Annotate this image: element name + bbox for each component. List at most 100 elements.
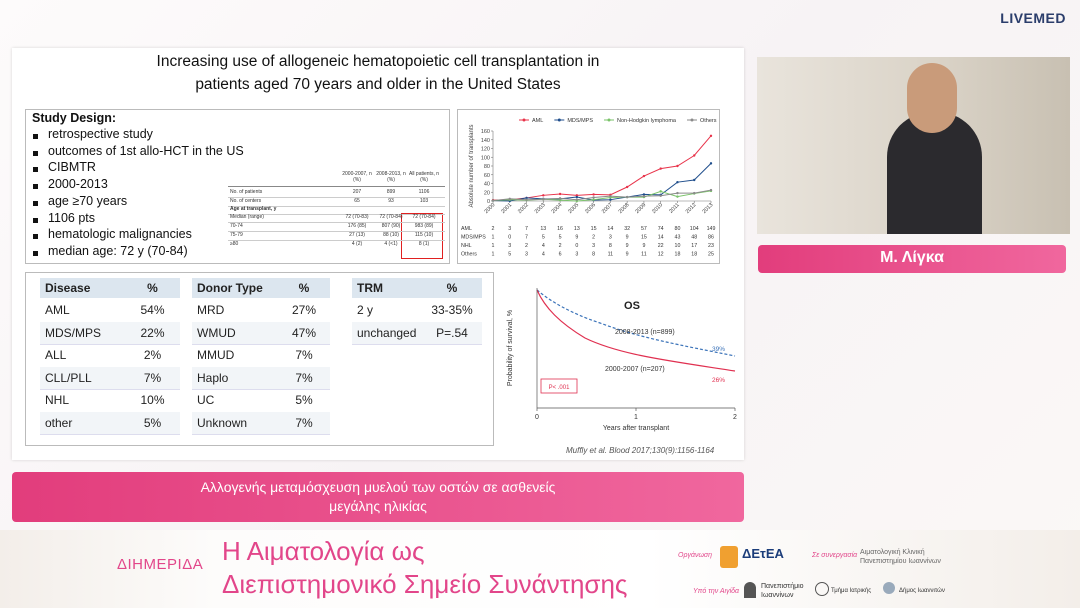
data-table-value: 9 [626,235,629,241]
table-row-bg [40,366,180,389]
data-table-value: 2 [592,235,595,241]
data-table-value: 11 [608,252,614,258]
data-table-value: 11 [641,252,647,258]
university: Ιωαννίνων [761,592,794,599]
logo: LIVEMED [1000,10,1066,26]
event-title: Η Αιματολογία ως [222,536,425,566]
x-tick-label: 2013 [702,202,715,215]
slide-title: patients aged 70 years and older in the … [195,76,561,93]
tables-box [25,272,494,446]
series-marker [592,193,595,196]
data-table-value: 149 [707,226,716,232]
table-row-bg [40,321,180,344]
data-table-value: 18 [675,252,681,258]
series-marker [592,196,595,199]
speaker-banner [758,245,1066,273]
series-marker [659,190,662,193]
summary-table-label: Median (range) [230,214,264,220]
summary-table-row-rule [228,240,445,241]
university: Πανεπιστήμιο [761,583,804,590]
data-table-value: 0 [508,235,511,241]
table-cell: ALL [45,348,67,362]
data-table-value: 4 [542,243,545,249]
survival-title: OS [624,300,640,312]
table-cell: 5% [143,415,162,430]
series-marker [542,194,545,197]
data-table-value: 3 [525,252,528,258]
data-table-value: 3 [575,252,578,258]
data-table-value: 22 [658,243,664,249]
data-table-value: 17 [691,243,697,249]
legend-label: MDS/MPS [567,118,593,124]
table-cell: 7% [143,370,162,385]
series-line [492,135,712,201]
legend-marker [522,118,526,122]
series-marker [709,188,713,192]
x-tick-label: 2 [733,414,737,421]
table-cell: 2% [143,348,162,362]
footer-banner [0,530,1080,608]
legend-label: Non-Hodgkin lymphoma [617,118,677,124]
table-header-bg [192,278,330,298]
x-tick-label: 2006 [584,202,597,215]
summary-table-cell: 115 (10) [414,232,434,238]
organizer: ΔΕτΕΑ [742,546,784,561]
summary-table-label: Age at transplant, y [230,206,277,212]
table-header: Disease [45,281,91,295]
data-table-value: 9 [626,252,629,258]
series-marker [525,198,528,201]
x-tick-label: 2002 [517,202,530,215]
y-tick-label: 120 [481,147,490,153]
summary-table-row-rule [228,214,445,215]
organizer-label: Οργάνωση [678,552,713,559]
y-tick-label: 100 [481,155,490,161]
legend-marker [557,118,561,122]
data-table-value: 8 [592,252,595,258]
table-row-rule [192,434,330,435]
series-marker [558,197,562,200]
bullet-marker [33,184,38,190]
caption-line: μεγάλης ηλικίας [329,498,427,514]
department: Τμήμα Ιατρικής [831,588,872,594]
x-tick-label: 2012 [685,202,698,215]
series-marker [709,162,713,165]
table-cell: 10% [140,393,165,407]
series-marker [659,167,662,170]
study-design-box [25,109,450,264]
caption-banner [12,472,744,522]
summary-table-rule [228,186,445,187]
series-marker [676,195,679,198]
department-icon [815,582,829,596]
summary-table-cell: 103 [419,198,429,204]
data-table-value: 3 [508,226,511,232]
x-tick-label: 2004 [551,202,564,215]
bullet-text: retrospective study [48,127,153,141]
caption-line: Αλλογενής μεταμόσχευση μυελού των οστών … [200,479,556,495]
summary-table-cell: 72 (70-84) [412,214,436,220]
data-table-value: 7 [525,235,528,241]
table-header: % [446,281,458,295]
table-cell: unchanged [357,325,417,340]
table-cell: 5% [295,393,313,407]
collab-label: Σε συνεργασία [812,552,858,559]
data-table-value: 3 [508,243,511,249]
legend-label: AML [532,118,543,124]
summary-table-cell: 983 (89) [414,223,434,229]
data-table-value: 12 [658,252,664,258]
summary-table-header: 2000-2007, n (%) [342,171,372,183]
series-marker [709,134,713,138]
legend-marker [607,118,611,122]
collab: Αιματολογική Κλινική [860,549,925,556]
data-table-value: 1 [492,252,495,258]
table-row-rule [192,389,330,390]
data-table-value: 7 [525,226,528,232]
data-table-value: 57 [641,226,647,232]
bullet-marker [33,217,38,223]
x-tick-label: 2010 [651,202,664,215]
summary-table-header: All patients, n (%) [408,171,440,183]
summary-table-cell: 899 [386,189,396,195]
summary-table-row-rule [228,231,445,232]
data-table-value: 104 [690,226,699,232]
data-table-value: 14 [607,226,613,232]
